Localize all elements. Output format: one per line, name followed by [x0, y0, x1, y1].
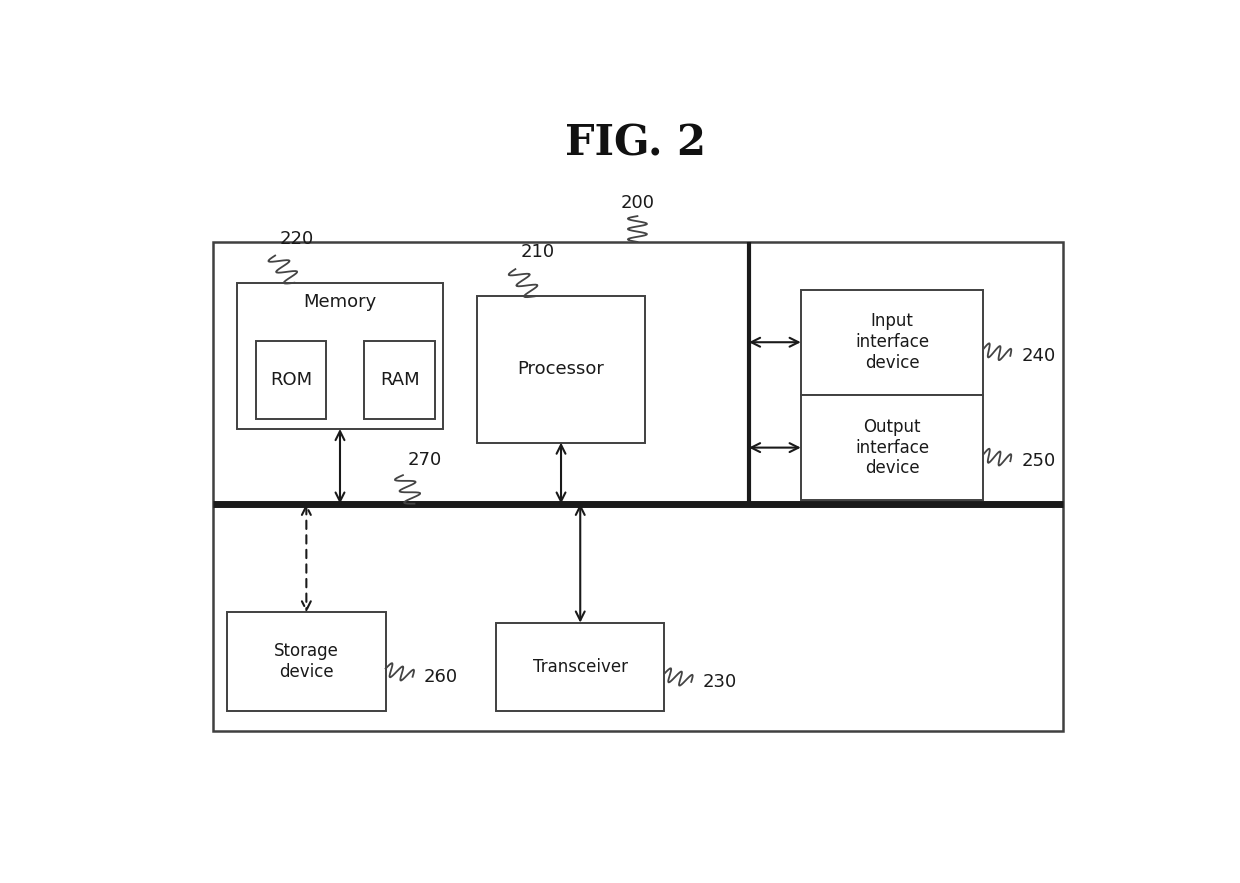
- Text: 210: 210: [521, 243, 554, 261]
- Bar: [496, 623, 665, 711]
- Bar: [365, 341, 435, 419]
- Text: Memory: Memory: [304, 293, 377, 311]
- Bar: [255, 341, 326, 419]
- Bar: [801, 395, 983, 501]
- Text: Transceiver: Transceiver: [533, 658, 627, 675]
- Text: Output
interface
device: Output interface device: [856, 418, 929, 478]
- Bar: [801, 290, 983, 395]
- Text: Processor: Processor: [517, 360, 604, 379]
- Bar: [477, 297, 645, 442]
- Text: 250: 250: [1022, 452, 1056, 471]
- Text: 260: 260: [424, 668, 459, 686]
- Text: 220: 220: [280, 230, 314, 247]
- Text: 270: 270: [408, 450, 441, 469]
- Text: 240: 240: [1022, 347, 1056, 365]
- Text: FIG. 2: FIG. 2: [565, 123, 706, 164]
- Bar: [237, 283, 444, 429]
- Text: Input
interface
device: Input interface device: [856, 313, 929, 372]
- Text: 230: 230: [703, 673, 737, 691]
- Text: RAM: RAM: [379, 371, 419, 389]
- Text: Storage
device: Storage device: [274, 643, 339, 681]
- Text: ROM: ROM: [270, 371, 312, 389]
- Bar: [213, 242, 1063, 731]
- Bar: [227, 613, 386, 711]
- Text: 200: 200: [620, 193, 655, 212]
